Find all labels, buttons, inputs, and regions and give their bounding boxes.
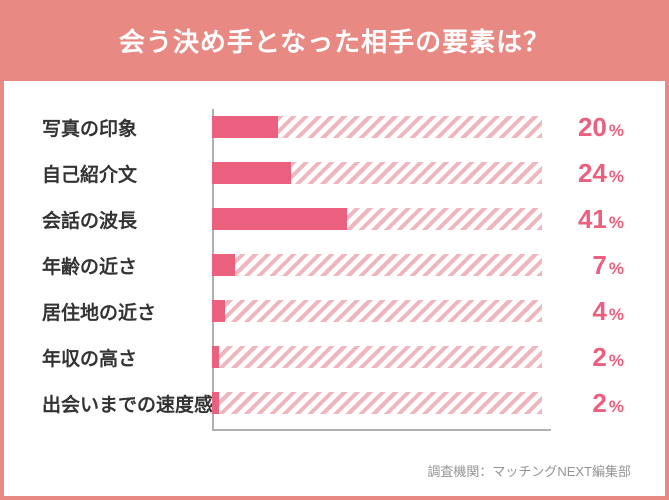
bar-fill <box>212 254 235 276</box>
bar-value-number: 7 <box>592 252 606 278</box>
bar-fill <box>212 116 278 138</box>
source-label: 調査機関：マッチングNEXT編集部 <box>4 459 665 496</box>
bar-value: 2 % <box>542 344 624 370</box>
bar-value: 24 % <box>542 160 624 186</box>
bar-label: 居住地の近さ <box>36 298 212 325</box>
bar-value-number: 4 <box>592 298 606 324</box>
percent-sign: % <box>609 352 624 369</box>
bar-track <box>212 392 542 414</box>
bar-value: 20 % <box>542 114 624 140</box>
bar-value-number: 20 <box>578 114 607 140</box>
bar-hatch <box>212 346 542 368</box>
bar-label: 会話の波長 <box>36 206 212 233</box>
bar-track <box>212 346 542 368</box>
bar-value: 2 % <box>542 390 624 416</box>
bar-value-number: 2 <box>592 390 606 416</box>
bar-fill <box>212 162 291 184</box>
percent-sign: % <box>609 214 624 231</box>
bar-label: 自己紹介文 <box>36 160 212 187</box>
bar-value-number: 41 <box>578 206 607 232</box>
x-axis <box>212 429 551 431</box>
bar-hatch <box>212 254 542 276</box>
bar-track <box>212 116 542 138</box>
bar-track <box>212 254 542 276</box>
bar-track <box>212 208 542 230</box>
bar-fill <box>212 346 219 368</box>
chart-card: 会う決め手となった相手の要素は？ 写真の印象 20 % 自己紹介文 <box>0 0 669 500</box>
bar-label: 年収の高さ <box>36 344 212 371</box>
bar-fill <box>212 300 225 322</box>
chart-inner: 写真の印象 20 % 自己紹介文 <box>36 109 633 429</box>
bar-row: 出会いまでの速度感 2 % <box>36 391 633 415</box>
percent-sign: % <box>609 306 624 323</box>
bar-label: 出会いまでの速度感 <box>36 390 212 417</box>
chart-title: 会う決め手となった相手の要素は？ <box>4 4 665 81</box>
bar-label: 写真の印象 <box>36 114 212 141</box>
percent-sign: % <box>609 122 624 139</box>
percent-sign: % <box>609 260 624 277</box>
bar-label: 年齢の近さ <box>36 252 212 279</box>
bar-hatch <box>212 300 542 322</box>
bar-row: 居住地の近さ 4 % <box>36 299 633 323</box>
bar-row: 年収の高さ 2 % <box>36 345 633 369</box>
chart-area: 写真の印象 20 % 自己紹介文 <box>4 81 665 459</box>
bar-track <box>212 300 542 322</box>
percent-sign: % <box>609 398 624 415</box>
bar-value: 41 % <box>542 206 624 232</box>
bar-fill <box>212 208 347 230</box>
bar-row: 写真の印象 20 % <box>36 115 633 139</box>
bar-value: 4 % <box>542 298 624 324</box>
bar-rows: 写真の印象 20 % 自己紹介文 <box>36 109 633 429</box>
percent-sign: % <box>609 168 624 185</box>
bar-value-number: 24 <box>578 160 607 186</box>
bar-row: 会話の波長 41 % <box>36 207 633 231</box>
bar-hatch <box>212 392 542 414</box>
bar-fill <box>212 392 219 414</box>
bar-row: 年齢の近さ 7 % <box>36 253 633 277</box>
bar-row: 自己紹介文 24 % <box>36 161 633 185</box>
bar-track <box>212 162 542 184</box>
bar-value: 7 % <box>542 252 624 278</box>
bar-value-number: 2 <box>592 344 606 370</box>
